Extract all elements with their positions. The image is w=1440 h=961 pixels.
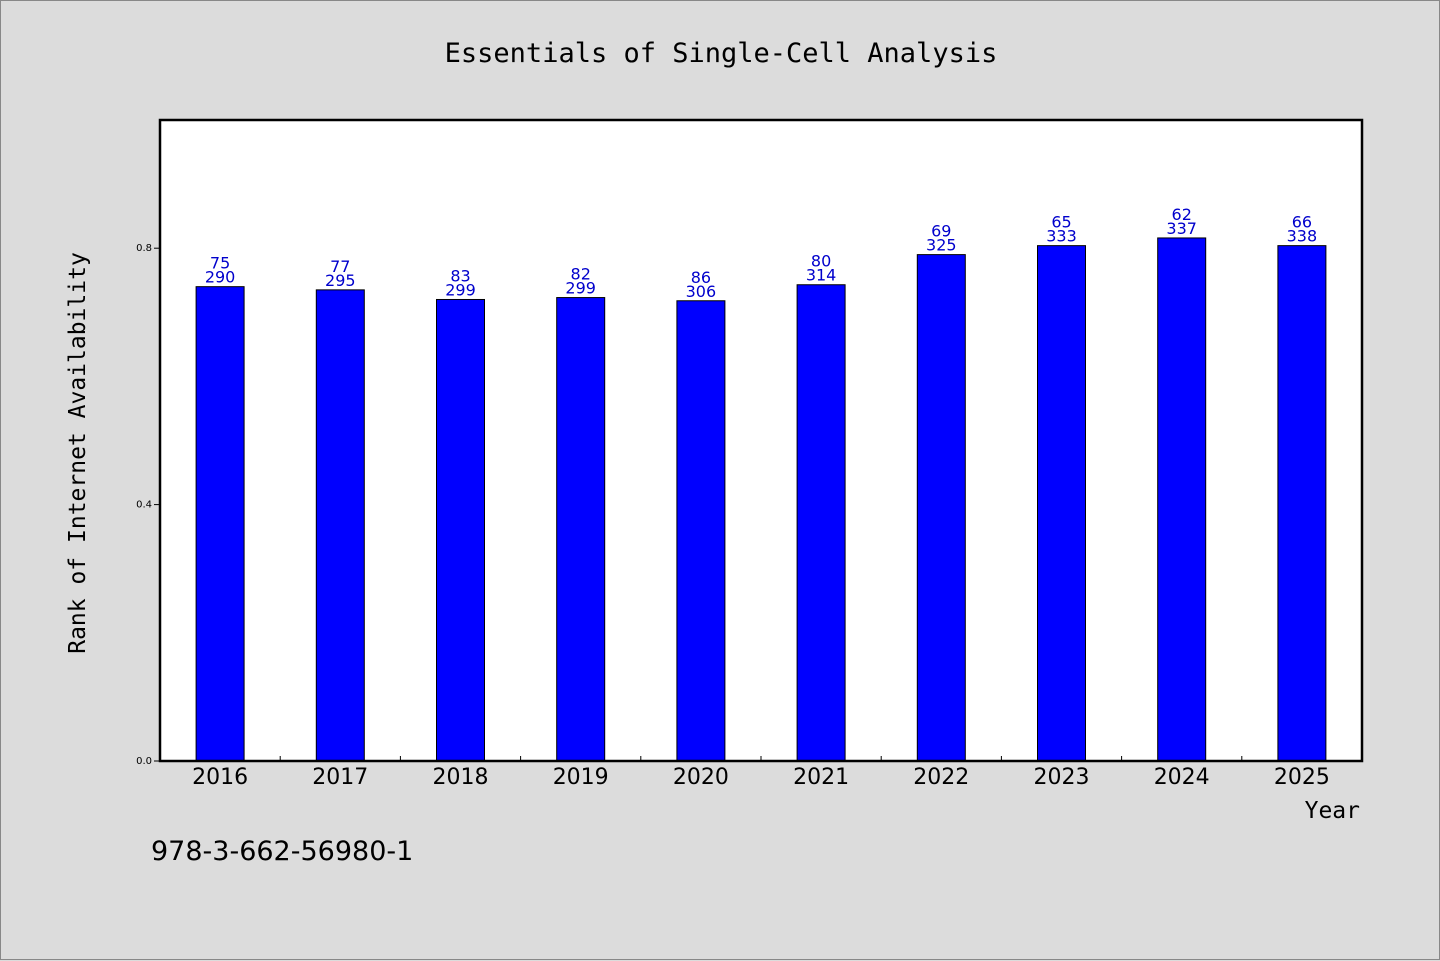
x-tick-label: 2020	[673, 765, 729, 790]
bar-label-top: 62	[1172, 205, 1192, 224]
y-tick-label: 0.4	[136, 500, 152, 511]
bar-label-top: 69	[931, 222, 951, 241]
bar-label-bottom: 299	[445, 280, 476, 299]
x-tick-label: 2019	[553, 765, 609, 790]
bar-label-top: 82	[571, 265, 591, 284]
bar	[1157, 237, 1207, 762]
bar	[1037, 245, 1086, 762]
bar-label-top: 86	[691, 268, 711, 287]
bar	[676, 300, 726, 762]
bar-label-bottom: 325	[926, 236, 957, 255]
bar-label-bottom: 306	[686, 282, 717, 301]
x-axis-label: Year	[1305, 798, 1360, 824]
bar-label-top: 80	[811, 252, 831, 271]
bar-label-bottom: 337	[1166, 219, 1197, 238]
bar	[556, 297, 606, 762]
bar-label-bottom: 333	[1046, 227, 1077, 246]
bar	[315, 289, 365, 762]
bar	[1277, 245, 1327, 762]
bar-label-top: 77	[330, 257, 350, 276]
bar-label-top: 83	[450, 266, 470, 285]
x-tick-label: 2017	[312, 765, 368, 790]
bar-label-bottom: 295	[325, 271, 356, 290]
y-axis-label: Rank of Internet Availability	[65, 252, 91, 654]
bar	[916, 254, 966, 762]
x-tick-label: 2018	[433, 765, 489, 790]
bar	[796, 284, 846, 762]
plot-frame	[158, 118, 1364, 763]
x-tick-label: 2025	[1274, 765, 1330, 790]
y-tick-label: 0.8	[136, 243, 152, 254]
x-tick-label: 2023	[1034, 765, 1090, 790]
x-tick-label: 2016	[192, 765, 248, 790]
bar-label-bottom: 290	[205, 268, 236, 287]
bar	[436, 298, 485, 762]
bar-label-top: 65	[1051, 213, 1071, 232]
bar-label-top: 66	[1292, 213, 1312, 232]
chart-title: Essentials of Single-Cell Analysis	[445, 38, 998, 69]
isbn-caption: 978-3-662-56980-1	[151, 836, 414, 867]
bar-label-bottom: 299	[565, 279, 596, 298]
bar	[195, 286, 245, 762]
x-tick-label: 2021	[793, 765, 849, 790]
x-tick-label: 2024	[1154, 765, 1210, 790]
x-tick-label: 2022	[913, 765, 969, 790]
bar-label-bottom: 314	[806, 266, 837, 285]
bar-label-bottom: 338	[1287, 227, 1318, 246]
y-tick-label: 0.0	[136, 756, 152, 767]
bar-label-top: 75	[210, 254, 230, 273]
